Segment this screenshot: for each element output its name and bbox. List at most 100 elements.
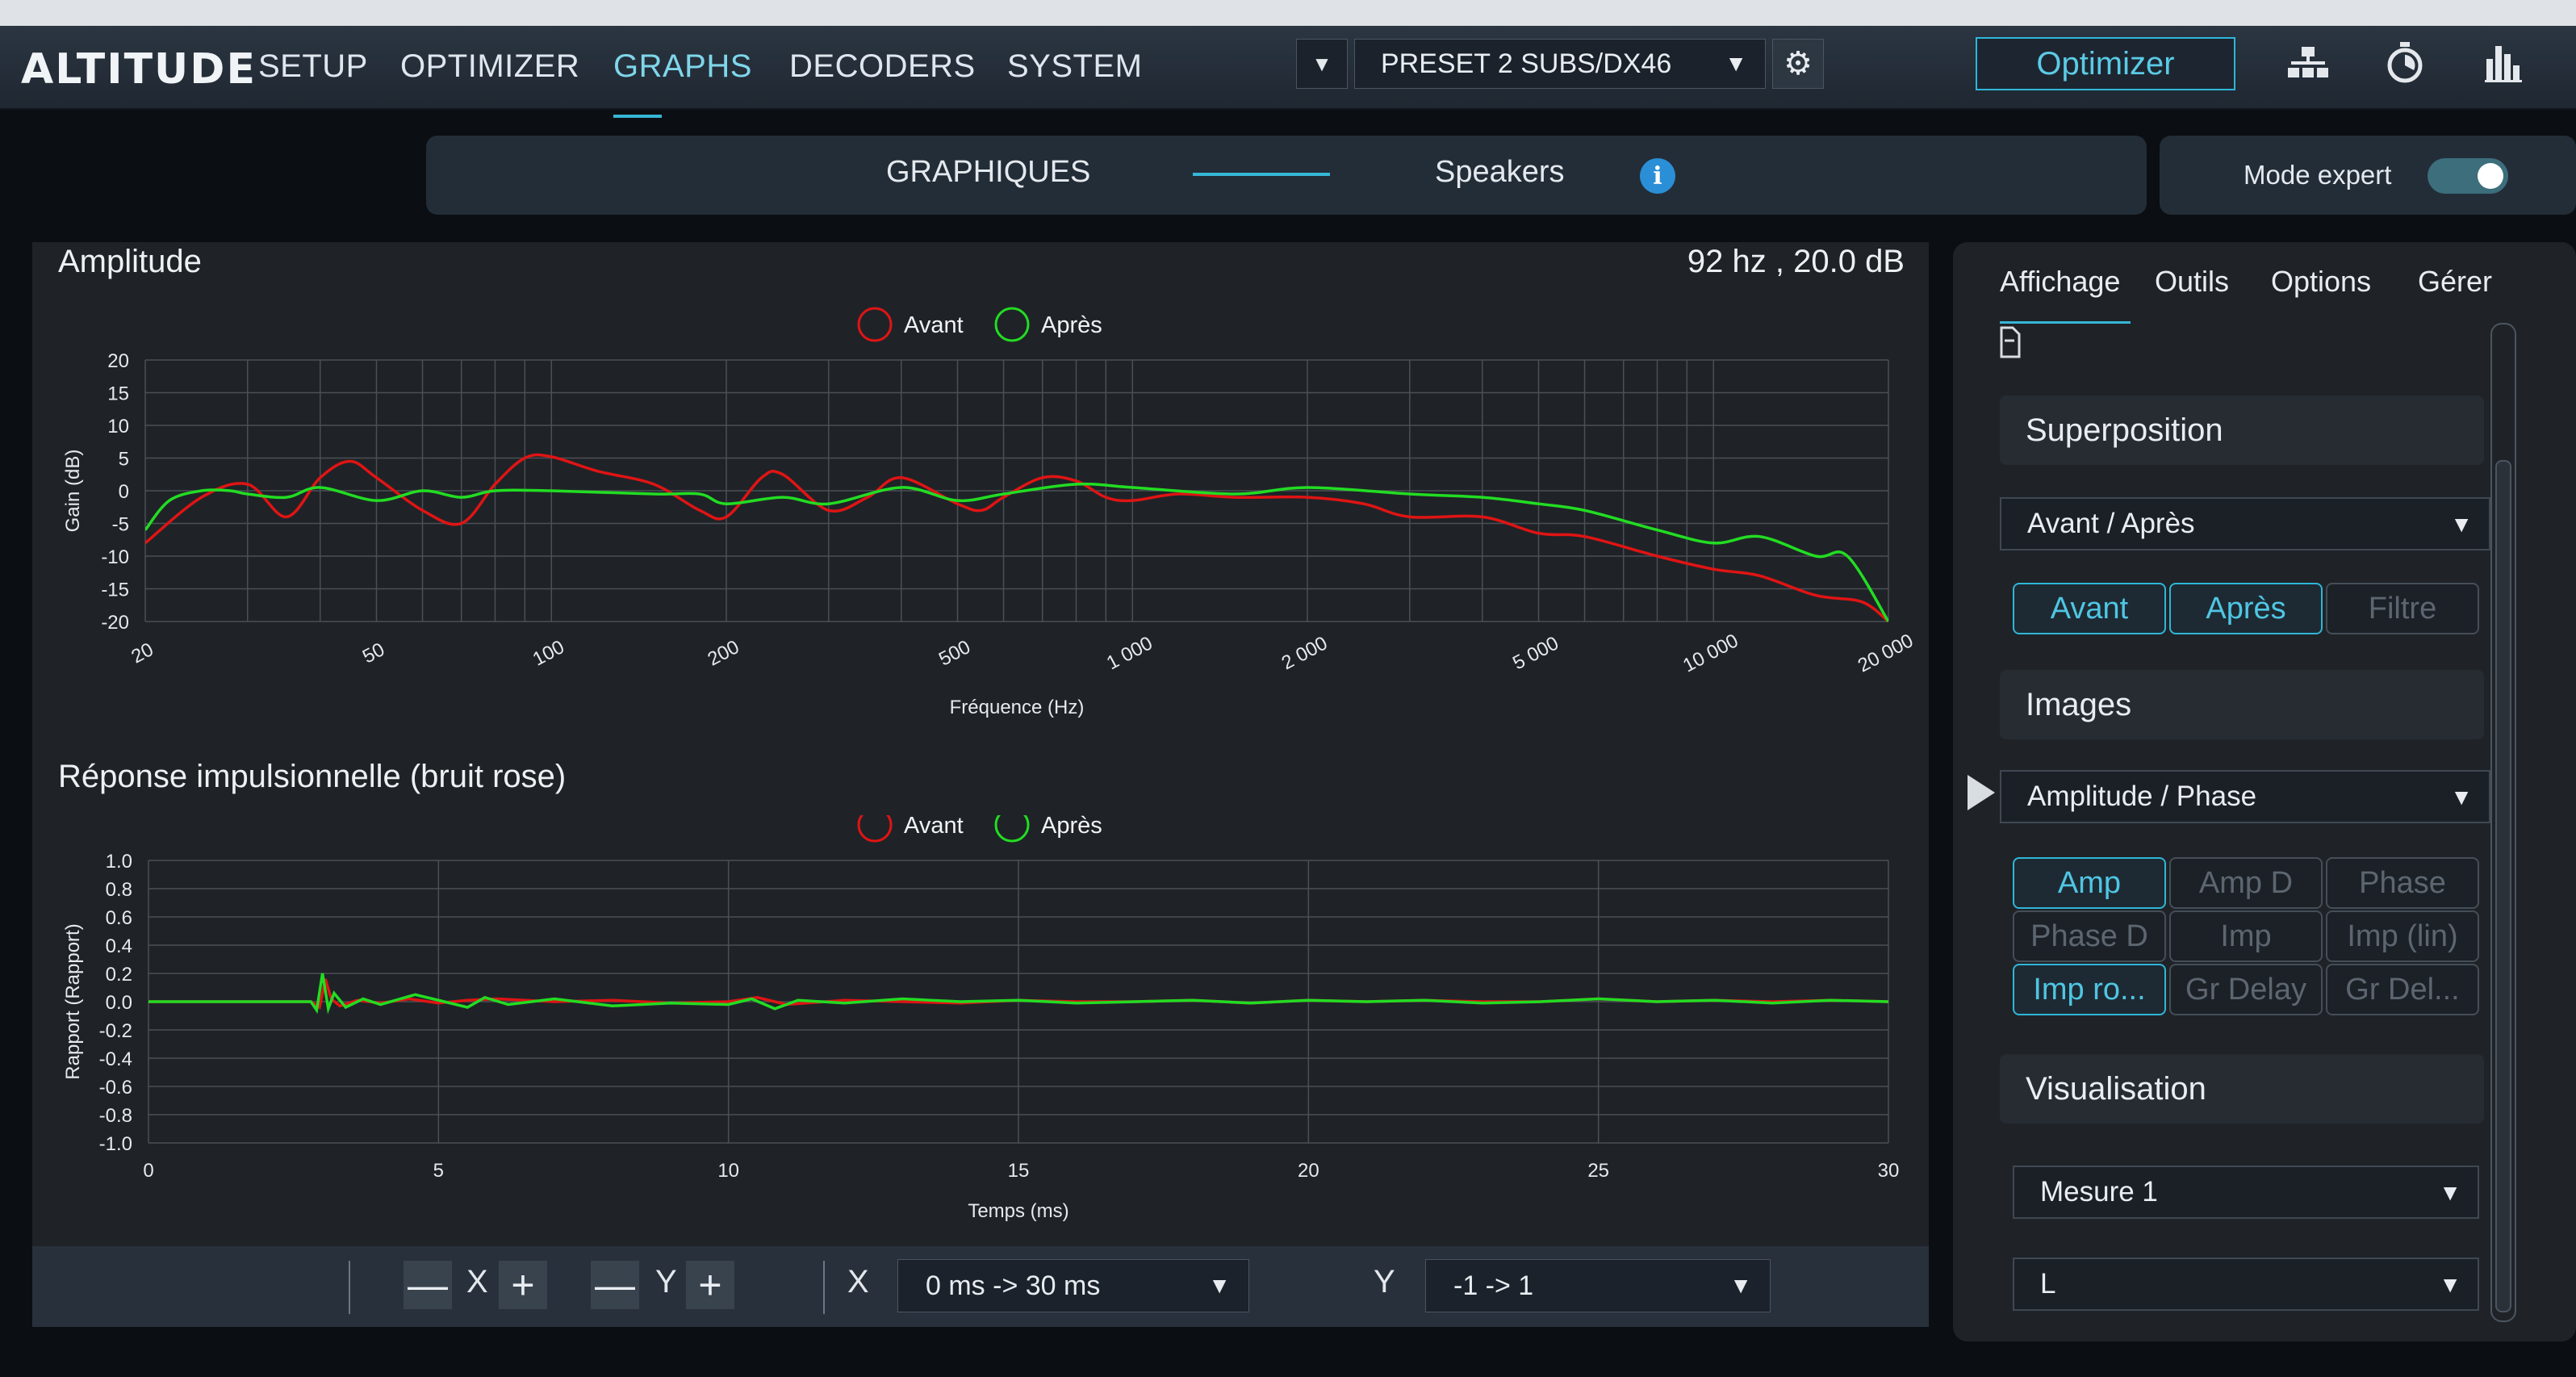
- zoom-toolbar: — X + — Y + X 0 ms -> 30 ms ▼ Y -1 -> 1 …: [32, 1246, 1929, 1327]
- y-tick-label: -15: [101, 580, 129, 601]
- nav-decoders[interactable]: DECODERS: [789, 48, 976, 84]
- toggle-gr-delay-2[interactable]: Gr Del...: [2326, 964, 2479, 1015]
- series-line-avant: [145, 453, 1888, 623]
- stopwatch-button[interactable]: [2365, 29, 2445, 97]
- cursor-readout: 92 hz , 20.0 dB: [1687, 244, 1905, 279]
- x-range-label: X: [847, 1264, 869, 1300]
- play-arrow-icon[interactable]: [1968, 775, 1995, 810]
- x-tick-label: 20 000: [1855, 630, 1917, 676]
- toggle-filtre[interactable]: Filtre: [2326, 583, 2479, 634]
- y-axis-title: Rapport (Rapport): [62, 923, 84, 1079]
- y-zoom-in-button[interactable]: +: [686, 1261, 734, 1309]
- preset-select-value: PRESET 2 SUBS/DX46: [1381, 48, 1672, 79]
- y-tick-label: -0.2: [99, 1020, 132, 1042]
- nav-graphs[interactable]: GRAPHS: [613, 48, 752, 84]
- toggle-phase[interactable]: Phase: [2326, 857, 2479, 909]
- tab-outils[interactable]: Outils: [2155, 265, 2230, 298]
- optimizer-button[interactable]: Optimizer: [1976, 37, 2235, 90]
- y-range-label: Y: [1374, 1264, 1395, 1300]
- mode-expert-toggle[interactable]: [2428, 158, 2508, 194]
- bar-chart-button[interactable]: [2463, 29, 2544, 97]
- x-tick-label: 20: [1298, 1160, 1319, 1182]
- caret-down-icon: ▼: [2439, 1180, 2461, 1205]
- subbar-connector-line: [1193, 173, 1330, 176]
- x-tick-label: 10: [717, 1160, 739, 1182]
- separator: [823, 1261, 825, 1314]
- graph-panel: Amplitude 92 hz , 20.0 dB Réponse impuls…: [32, 242, 1929, 1327]
- tab-gerer[interactable]: Gérer: [2418, 265, 2493, 298]
- document-icon[interactable]: [1998, 324, 2022, 360]
- tab-graphiques[interactable]: GRAPHIQUES: [886, 155, 1091, 189]
- legend-label: Après: [1041, 815, 1102, 839]
- x-tick-label: 1 000: [1103, 632, 1156, 674]
- y-tick-label: 0.6: [106, 907, 132, 929]
- toggle-imp-rose[interactable]: Imp ro...: [2013, 964, 2166, 1015]
- x-tick-label: 100: [529, 636, 568, 671]
- y-tick-label: -0.4: [99, 1048, 132, 1070]
- measure-select-value: Mesure 1: [2040, 1176, 2158, 1207]
- toggle-amp[interactable]: Amp: [2013, 857, 2166, 909]
- x-range-select[interactable]: 0 ms -> 30 ms ▼: [897, 1259, 1249, 1312]
- y-tick-label: 1.0: [106, 851, 132, 873]
- superposition-select[interactable]: Avant / Après ▼: [2000, 497, 2490, 550]
- toggle-apres[interactable]: Après: [2169, 583, 2323, 634]
- y-tick-label: -5: [112, 514, 129, 536]
- toggle-gr-delay[interactable]: Gr Delay: [2169, 964, 2323, 1015]
- y-tick-label: 0.4: [106, 935, 132, 957]
- toggle-knob: [2478, 163, 2503, 189]
- x-tick-label: 25: [1587, 1160, 1609, 1182]
- section-visualisation[interactable]: Visualisation: [2000, 1054, 2484, 1124]
- section-images[interactable]: Images: [2000, 670, 2484, 739]
- bar-chart-icon: [2485, 46, 2522, 82]
- hierarchy-icon: [2288, 47, 2328, 77]
- toggle-imp-lin[interactable]: Imp (lin): [2326, 910, 2479, 962]
- toggle-phase-d[interactable]: Phase D: [2013, 910, 2166, 962]
- y-tick-label: -0.6: [99, 1077, 132, 1099]
- x-zoom-in-button[interactable]: +: [499, 1261, 547, 1309]
- hierarchy-button[interactable]: [2268, 29, 2348, 97]
- toggle-amp-d[interactable]: Amp D: [2169, 857, 2323, 909]
- nav-setup[interactable]: SETUP: [258, 48, 368, 84]
- side-panel: Affichage Outils Options Gérer Superposi…: [1953, 242, 2576, 1341]
- toggle-avant[interactable]: Avant: [2013, 583, 2166, 634]
- nav-optimizer[interactable]: OPTIMIZER: [400, 48, 580, 84]
- scrollbar-thumb[interactable]: [2495, 460, 2511, 1312]
- active-tab-underline: [2000, 321, 2131, 324]
- settings-button[interactable]: ⚙: [1772, 39, 1824, 89]
- series-line-aprs: [145, 482, 1888, 622]
- impulse-chart[interactable]: 1.0 0.8 0.6 0.4 0.2 0.0 -0.2 -0.4 -0.6 -0.8 -1.0 0 5…: [32, 815, 1929, 1267]
- channel-select[interactable]: L ▼: [2013, 1258, 2479, 1311]
- x-tick-label: 5 000: [1509, 632, 1562, 674]
- section-superposition[interactable]: Superposition: [2000, 396, 2484, 465]
- x-zoom-out-button[interactable]: —: [404, 1261, 452, 1309]
- amplitude-chart-title: Amplitude: [58, 244, 202, 279]
- y-tick-label: 0.8: [106, 879, 132, 901]
- y-tick-label: -10: [101, 546, 129, 568]
- altitude-logo: ALTITUDE: [21, 45, 257, 94]
- caret-down-icon: ▼: [1729, 1273, 1752, 1298]
- images-select[interactable]: Amplitude / Phase ▼: [2000, 770, 2490, 823]
- y-range-select[interactable]: -1 -> 1 ▼: [1425, 1259, 1771, 1312]
- tab-speakers[interactable]: Speakers: [1435, 155, 1565, 189]
- legend-label: Après: [1041, 312, 1102, 338]
- y-zoom-out-button[interactable]: —: [591, 1261, 639, 1309]
- tab-affichage[interactable]: Affichage: [2000, 265, 2121, 298]
- caret-down-icon: ▼: [2450, 785, 2473, 810]
- x-tick-label: 500: [935, 636, 974, 671]
- nav-system[interactable]: SYSTEM: [1007, 48, 1143, 84]
- y-tick-label: 0.2: [106, 964, 132, 986]
- y-range-value: -1 -> 1: [1453, 1270, 1534, 1301]
- gear-icon: ⚙: [1784, 46, 1813, 82]
- measure-select[interactable]: Mesure 1 ▼: [2013, 1166, 2479, 1219]
- y-tick-label: 20: [107, 350, 129, 372]
- x-axis-title: Temps (ms): [968, 1200, 1068, 1222]
- y-tick-label: 15: [107, 383, 129, 405]
- preset-dropdown-button[interactable]: ▼: [1296, 39, 1348, 89]
- preset-select[interactable]: PRESET 2 SUBS/DX46 ▼: [1354, 39, 1766, 89]
- scrollbar-track[interactable]: [2490, 323, 2516, 1322]
- info-icon[interactable]: i: [1640, 158, 1675, 194]
- toggle-imp[interactable]: Imp: [2169, 910, 2323, 962]
- tab-options[interactable]: Options: [2271, 265, 2372, 298]
- x-tick-label: 2 000: [1278, 632, 1332, 674]
